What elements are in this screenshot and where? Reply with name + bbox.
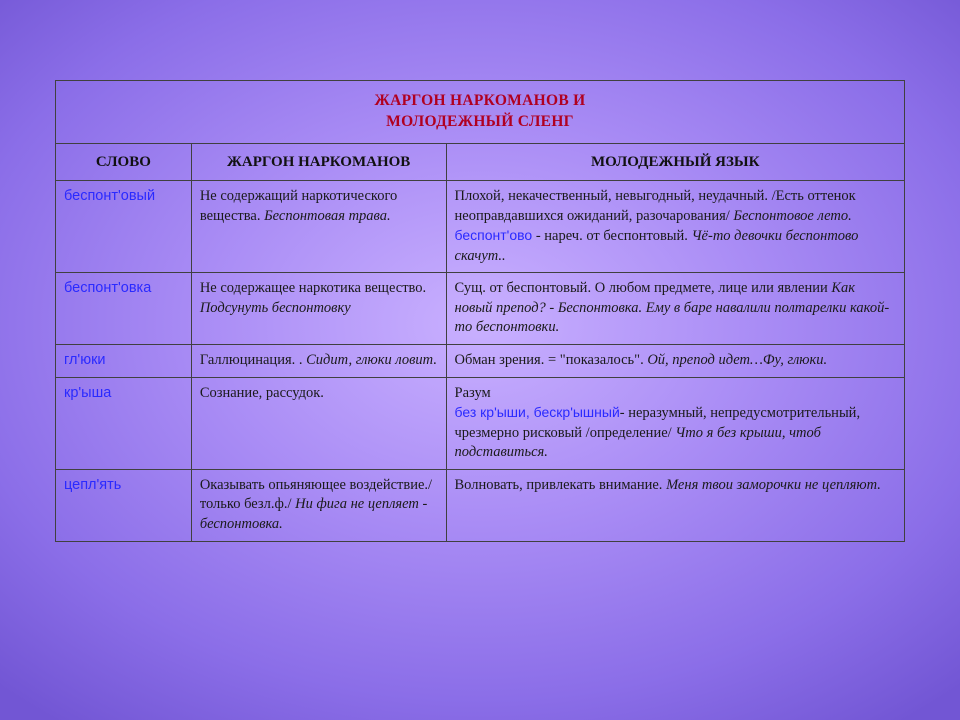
jargon-plain: Сознание, рассудок. [200, 385, 324, 401]
jargon-ital: Подсунуть беспонтовку [200, 300, 351, 316]
cell-youth: Плохой, некачественный, невыгодный, неуд… [446, 181, 904, 273]
word-text: цепл'ять [64, 477, 121, 493]
youth-plain: Сущ. от беспонтовый. О любом предмете, л… [455, 280, 832, 296]
cell-jargon: Не содержащий наркотического вещества. Б… [191, 181, 446, 273]
jargon-ital: Сидит, глюки ловит. [306, 352, 437, 368]
word-text: кр'ыша [64, 385, 111, 401]
col-header-word: СЛОВО [56, 143, 192, 180]
jargon-plain: Не содержащее наркотика вещество. [200, 280, 426, 296]
cell-word: гл'юки [56, 345, 192, 378]
table-row: беспонт'овка Не содержащее наркотика вещ… [56, 273, 905, 345]
cell-youth: Сущ. от беспонтовый. О любом предмете, л… [446, 273, 904, 345]
jargon-ital: Беспонтовая трава. [264, 208, 391, 224]
jargon-plain: Галлюцинация. . [200, 352, 306, 368]
table-row: гл'юки Галлюцинация. . Сидит, глюки лови… [56, 345, 905, 378]
cell-jargon: Оказывать опьяняющее воздействие./только… [191, 469, 446, 541]
table-title: ЖАРГОН НАРКОМАНОВ И МОЛОДЕЖНЫЙ СЛЕНГ [56, 81, 905, 144]
youth-plain: Обман зрения. = "показалось". [455, 352, 648, 368]
youth-ital: Беспонтовое лето. [733, 208, 851, 224]
table-row: цепл'ять Оказывать опьяняющее воздействи… [56, 469, 905, 541]
title-line-2: МОЛОДЕЖНЫЙ СЛЕНГ [386, 113, 574, 130]
col-header-youth: МОЛОДЕЖНЫЙ ЯЗЫК [446, 143, 904, 180]
cell-youth: Волновать, привлекать внимание. Меня тво… [446, 469, 904, 541]
youth-inline-word: без кр'ыши, бескр'ышный [455, 404, 620, 420]
cell-word: беспонт'овый [56, 181, 192, 273]
word-text: гл'юки [64, 352, 106, 368]
title-row: ЖАРГОН НАРКОМАНОВ И МОЛОДЕЖНЫЙ СЛЕНГ [56, 81, 905, 144]
word-text: беспонт'овка [64, 280, 151, 296]
cell-jargon: Галлюцинация. . Сидит, глюки ловит. [191, 345, 446, 378]
cell-jargon: Сознание, рассудок. [191, 377, 446, 469]
youth-plain: Разум [455, 385, 491, 401]
youth-inline-word: беспонт'ово [455, 227, 533, 243]
youth-ital: Ой, препод идет…Фу, глюки. [647, 352, 827, 368]
cell-word: кр'ыша [56, 377, 192, 469]
title-line-1: ЖАРГОН НАРКОМАНОВ И [375, 92, 586, 109]
word-text: беспонт'овый [64, 188, 155, 204]
cell-youth: Разум без кр'ыши, бескр'ышный- неразумны… [446, 377, 904, 469]
cell-youth: Обман зрения. = "показалось". Ой, препод… [446, 345, 904, 378]
cell-word: беспонт'овка [56, 273, 192, 345]
table-row: кр'ыша Сознание, рассудок. Разум без кр'… [56, 377, 905, 469]
col-header-jargon: ЖАРГОН НАРКОМАНОВ [191, 143, 446, 180]
cell-word: цепл'ять [56, 469, 192, 541]
slang-table: ЖАРГОН НАРКОМАНОВ И МОЛОДЕЖНЫЙ СЛЕНГ СЛО… [55, 80, 905, 542]
youth-ital: Меня твои заморочки не цепляют. [666, 477, 881, 493]
cell-jargon: Не содержащее наркотика вещество. Подсун… [191, 273, 446, 345]
header-row: СЛОВО ЖАРГОН НАРКОМАНОВ МОЛОДЕЖНЫЙ ЯЗЫК [56, 143, 905, 180]
youth-plain: Волновать, привлекать внимание. [455, 477, 667, 493]
youth-plain2: - нареч. от беспонтовый. [532, 228, 691, 244]
table-row: беспонт'овый Не содержащий наркотическог… [56, 181, 905, 273]
